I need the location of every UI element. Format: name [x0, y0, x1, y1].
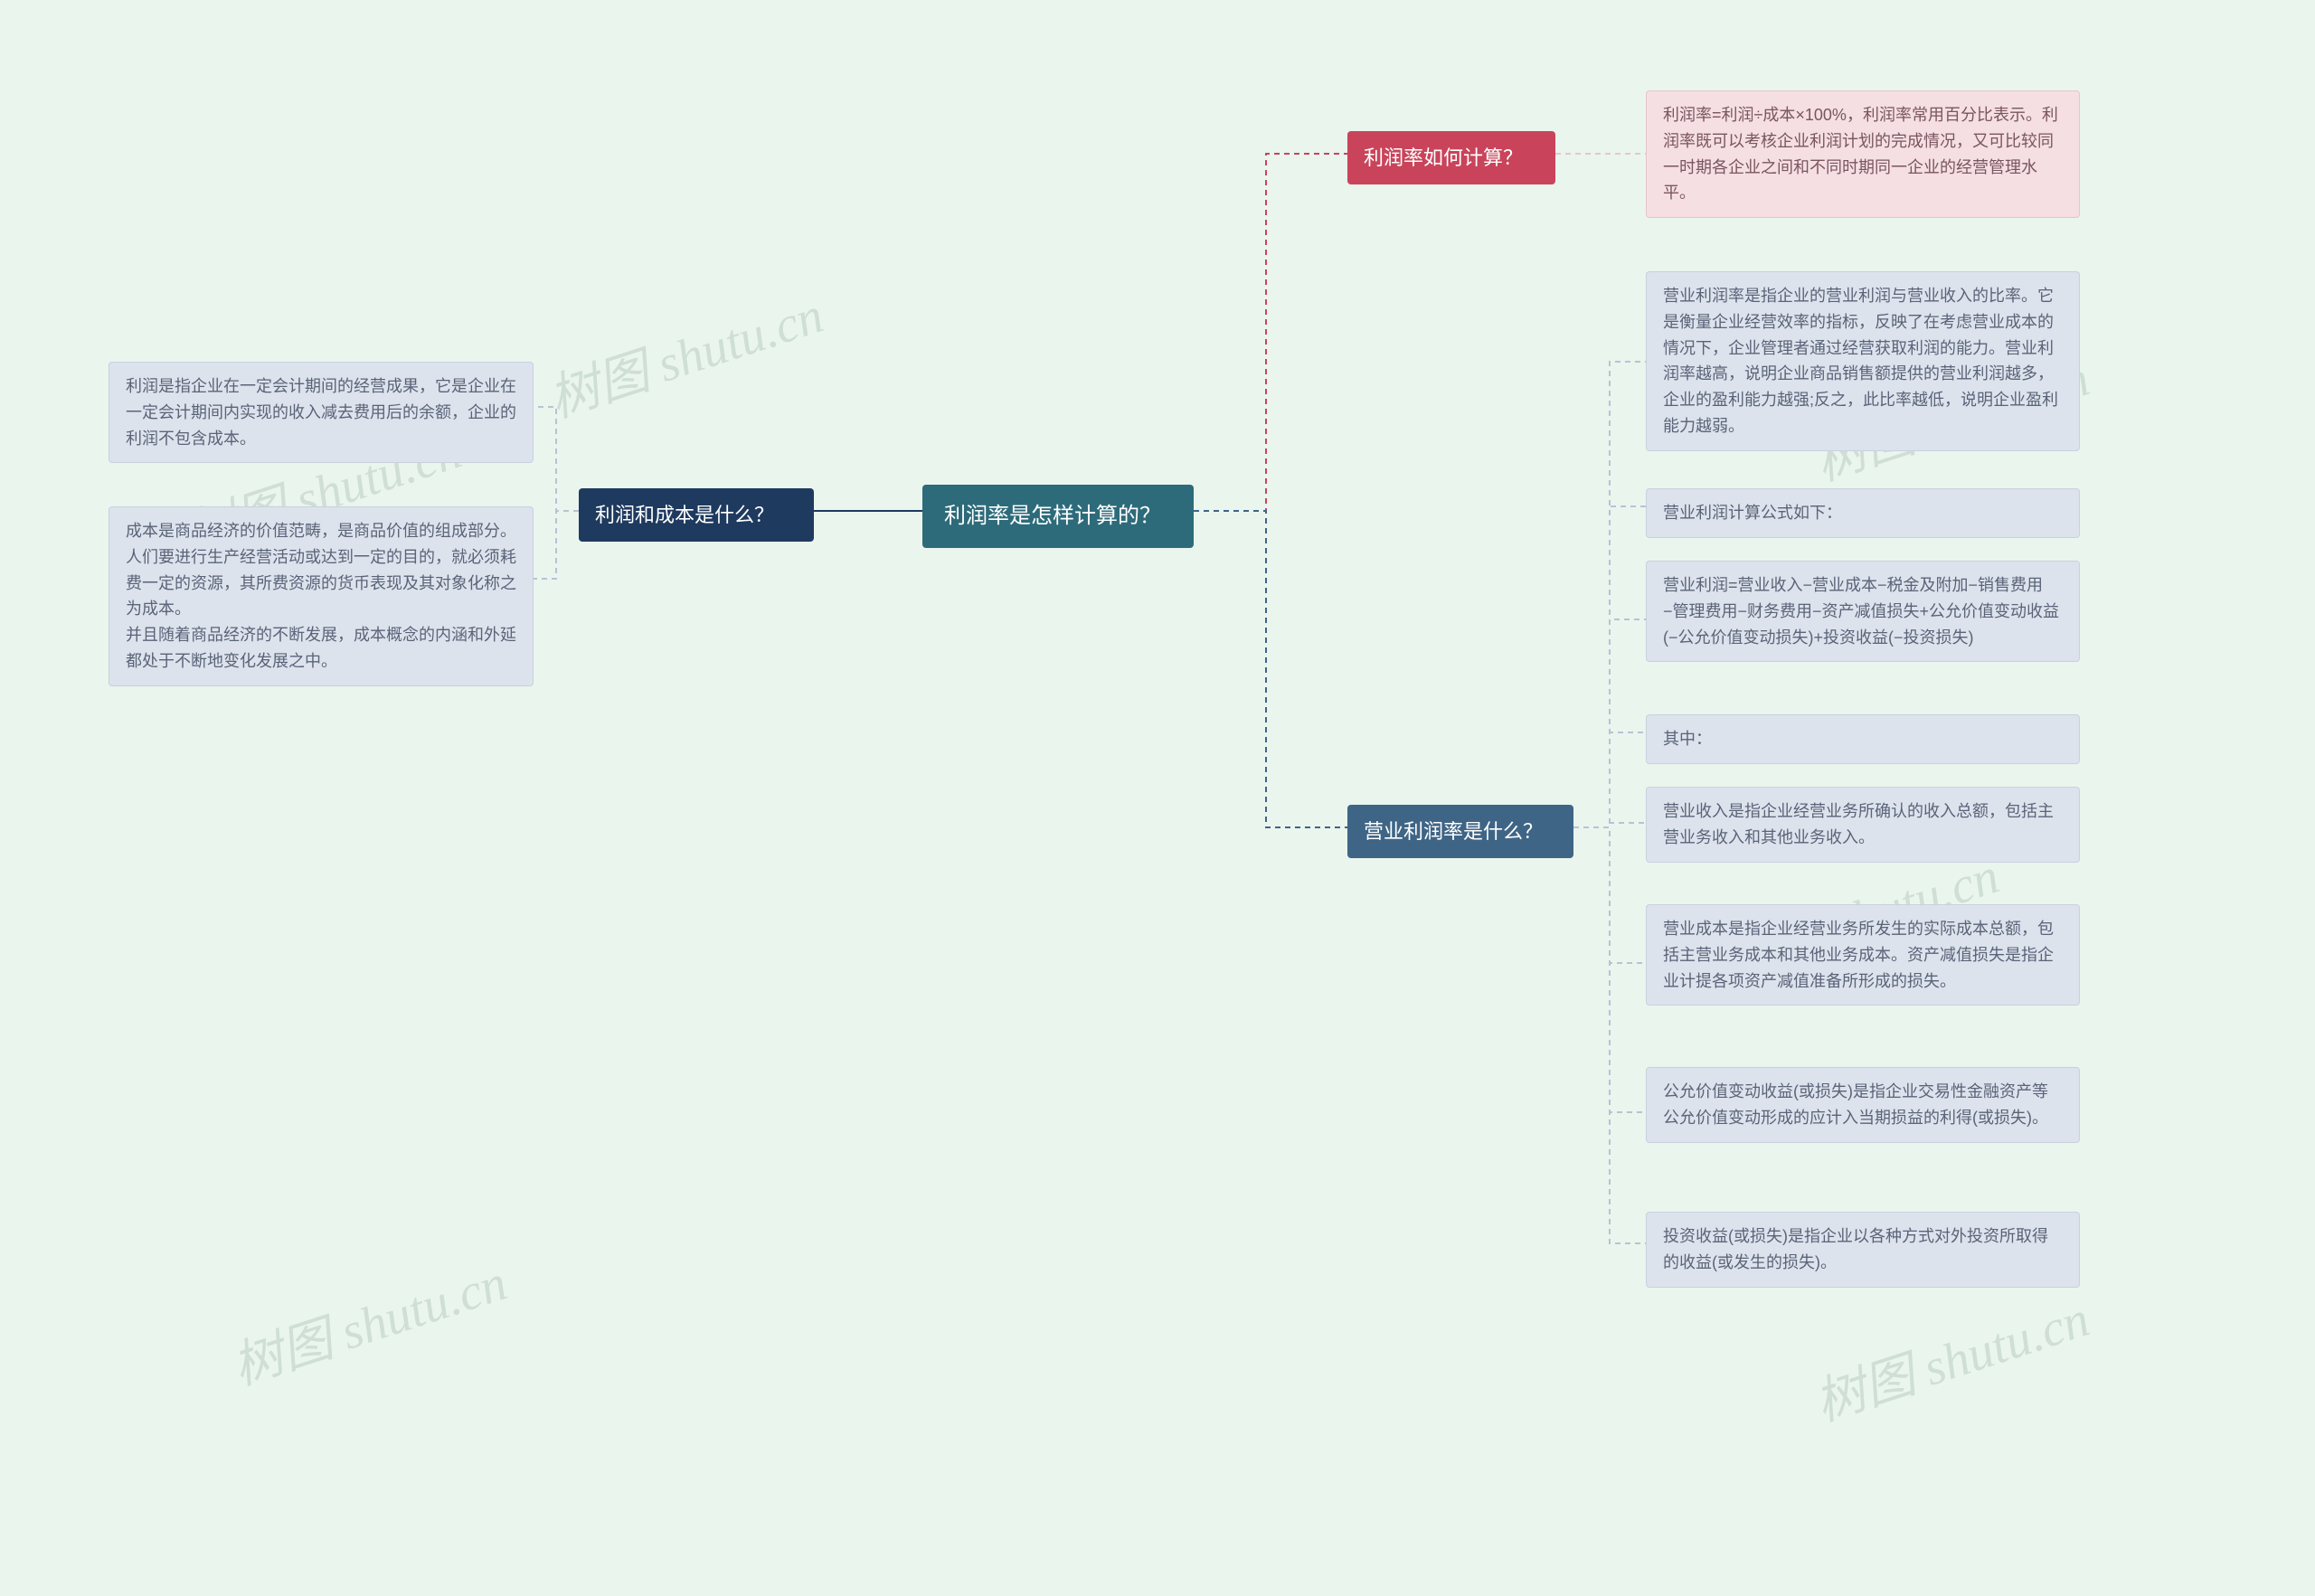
leaf-profit-definition[interactable]: 利润是指企业在一定会计期间的经营成果，它是企业在一定会计期间内实现的收入减去费用… — [109, 362, 534, 463]
watermark: 树图 shutu.cn — [222, 1242, 515, 1399]
leaf-operating-margin-def[interactable]: 营业利润率是指企业的营业利润与营业收入的比率。它是衡量企业经营效率的指标，反映了… — [1646, 271, 2080, 451]
leaf-cost-definition[interactable]: 成本是商品经济的价值范畴，是商品价值的组成部分。人们要进行生产经营活动或达到一定… — [109, 506, 534, 686]
leaf-operating-cost-def[interactable]: 营业成本是指企业经营业务所发生的实际成本总额，包括主营业务成本和其他业务成本。资… — [1646, 904, 2080, 1006]
leaf-operating-profit-formula[interactable]: 营业利润=营业收入−营业成本−税金及附加−销售费用−管理费用−财务费用−资产减值… — [1646, 561, 2080, 662]
leaf-investment-income-def[interactable]: 投资收益(或损失)是指企业以各种方式对外投资所取得的收益(或发生的损失)。 — [1646, 1212, 2080, 1288]
leaf-revenue-def[interactable]: 营业收入是指企业经营业务所确认的收入总额，包括主营业务收入和其他业务收入。 — [1646, 787, 2080, 863]
root-node[interactable]: 利润率是怎样计算的？ — [922, 485, 1194, 548]
branch-operating-margin[interactable]: 营业利润率是什么？ — [1347, 805, 1573, 858]
leaf-where-header[interactable]: 其中： — [1646, 714, 2080, 764]
branch-profit-cost[interactable]: 利润和成本是什么？ — [579, 488, 814, 542]
watermark: 树图 shutu.cn — [1804, 1278, 2097, 1435]
watermark: 树图 shutu.cn — [538, 274, 831, 431]
leaf-formula-header[interactable]: 营业利润计算公式如下： — [1646, 488, 2080, 538]
branch-profit-rate-calc[interactable]: 利润率如何计算？ — [1347, 131, 1555, 184]
leaf-fair-value-def[interactable]: 公允价值变动收益(或损失)是指企业交易性金融资产等公允价值变动形成的应计入当期损… — [1646, 1067, 2080, 1143]
leaf-profit-rate-formula[interactable]: 利润率=利润÷成本×100%，利润率常用百分比表示。利润率既可以考核企业利润计划… — [1646, 90, 2080, 218]
